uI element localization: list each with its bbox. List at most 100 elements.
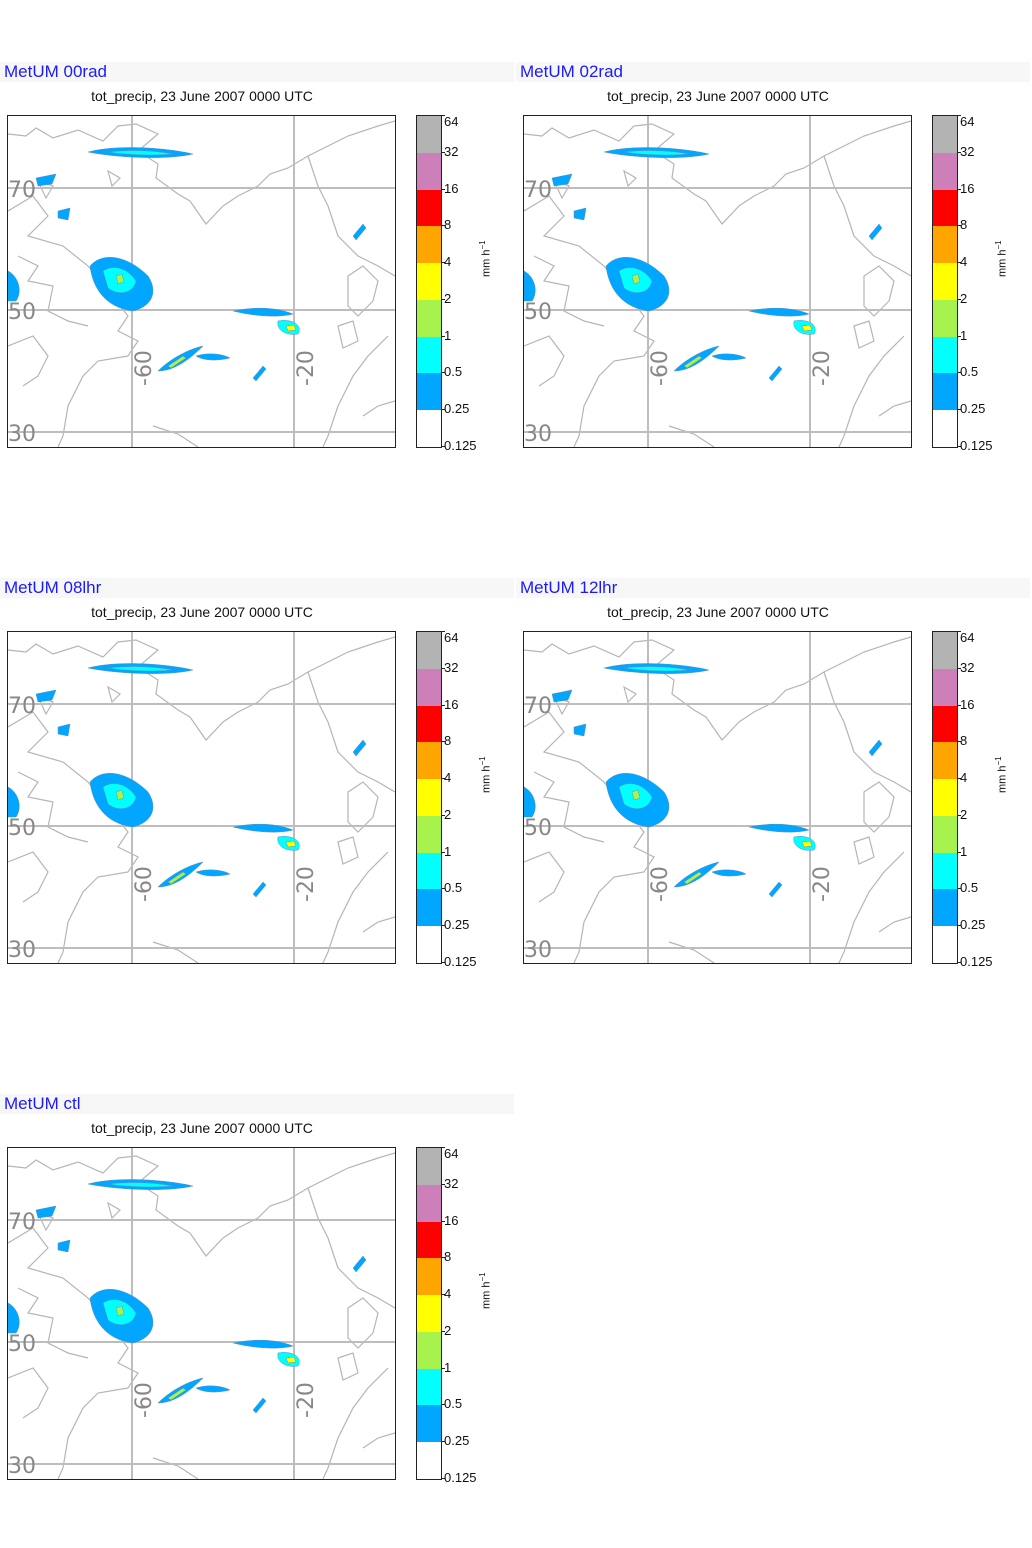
precip-area bbox=[115, 1305, 125, 1317]
lon-label-minus20: -20 bbox=[294, 866, 319, 902]
units-label: mm h−1 bbox=[994, 756, 1009, 793]
coastline-segment bbox=[8, 1367, 49, 1419]
colorbar-segment bbox=[933, 742, 957, 780]
precip-area bbox=[748, 307, 810, 317]
coastline-segment bbox=[878, 916, 911, 933]
map-panel-2: MetUM 02rad tot_precip, 23 June 2007 000… bbox=[516, 62, 1030, 482]
colorbar-segment bbox=[933, 815, 957, 854]
colorbar-tickmark bbox=[441, 962, 445, 963]
lat-label-70: 70 bbox=[524, 694, 552, 719]
coastline-segment bbox=[853, 836, 875, 865]
colorbar-segment bbox=[417, 889, 441, 927]
precip-area bbox=[232, 1339, 294, 1349]
map-panel-3: MetUM 08lhr tot_precip, 23 June 2007 000… bbox=[0, 578, 514, 998]
colorbar-tickmark bbox=[957, 446, 961, 447]
coastline-segment bbox=[347, 1297, 379, 1349]
precip-area bbox=[683, 355, 703, 369]
colorbar-segment bbox=[417, 1258, 441, 1296]
colorbar-tick-label: 4 bbox=[444, 770, 452, 786]
colorbar-tick-label: 0.25 bbox=[444, 917, 470, 933]
precip-area bbox=[524, 270, 536, 302]
colorbar-segment bbox=[417, 263, 441, 301]
lat-label-30: 30 bbox=[8, 938, 36, 963]
precip-area bbox=[252, 365, 267, 382]
colorbar-tick-label: 4 bbox=[960, 770, 968, 786]
precip-area bbox=[57, 723, 71, 737]
map-panel-5: MetUM ctl tot_precip, 23 June 2007 0000 … bbox=[0, 1094, 514, 1514]
lat-label-70: 70 bbox=[8, 1210, 36, 1235]
colorbar-tick-label: 0.125 bbox=[444, 438, 477, 453]
colorbar-tick-label: 0.25 bbox=[960, 917, 986, 933]
colorbar-tickmark bbox=[441, 446, 445, 447]
panel-title: MetUM 02rad bbox=[516, 62, 1030, 82]
panel-title: MetUM 12lhr bbox=[516, 578, 1030, 598]
lat-label-70: 70 bbox=[8, 694, 36, 719]
colorbar-tickmark bbox=[957, 631, 961, 632]
colorbar-tick-label: 32 bbox=[444, 659, 459, 675]
precip-area bbox=[8, 786, 20, 818]
coastline-segment bbox=[838, 335, 905, 447]
colorbar-segment bbox=[933, 410, 957, 448]
graticule bbox=[8, 632, 395, 963]
colorbar-tickmark bbox=[441, 188, 445, 190]
map-panel-1: MetUM 00rad tot_precip, 23 June 2007 000… bbox=[0, 62, 514, 482]
colorbar-segment bbox=[933, 152, 957, 191]
colorbar-segment bbox=[417, 299, 441, 338]
colorbar-tickmark bbox=[441, 851, 445, 853]
precip-map: 70 50 30 -60 -20 bbox=[7, 631, 396, 964]
precip-area bbox=[768, 365, 783, 382]
coastline-segment bbox=[878, 400, 911, 417]
colorbar-tick-label: 32 bbox=[960, 143, 975, 159]
colorbar-tickmark bbox=[957, 814, 961, 816]
graticule bbox=[8, 1148, 395, 1479]
precip-area bbox=[232, 307, 294, 317]
colorbar-segment bbox=[933, 373, 957, 411]
colorbar-tick-label: 8 bbox=[444, 217, 452, 233]
coastline-segment bbox=[823, 671, 911, 793]
colorbar-tick-label: 0.5 bbox=[444, 1396, 463, 1412]
colorbar-segment bbox=[933, 299, 957, 338]
colorbar-tick-label: 4 bbox=[960, 254, 968, 270]
colorbar-tickmark bbox=[957, 335, 961, 337]
coastline-segment bbox=[863, 781, 895, 833]
colorbar-segment bbox=[933, 226, 957, 264]
coastline bbox=[8, 1152, 395, 1479]
precipitation-field bbox=[524, 147, 883, 382]
colorbar bbox=[932, 115, 958, 448]
coastline-segment bbox=[524, 195, 655, 447]
colorbar-tickmark bbox=[441, 262, 445, 264]
panel-subtitle: tot_precip, 23 June 2007 0000 UTC bbox=[91, 604, 313, 620]
lat-label-30: 30 bbox=[524, 938, 552, 963]
colorbar-segment bbox=[933, 263, 957, 301]
coastline-segment bbox=[17, 1287, 89, 1359]
colorbar bbox=[416, 631, 442, 964]
precip-area bbox=[711, 353, 747, 361]
precip-area bbox=[748, 823, 810, 833]
lon-label-minus20: -20 bbox=[294, 350, 319, 386]
coastline-segment bbox=[362, 1432, 395, 1449]
colorbar-tick-label: 2 bbox=[444, 806, 452, 822]
colorbar-tick-label: 0.5 bbox=[444, 880, 463, 896]
colorbar-segment bbox=[417, 152, 441, 191]
colorbar-tickmark bbox=[441, 1441, 445, 1443]
colorbar-tick-label: 64 bbox=[444, 1146, 459, 1161]
units-label: mm h−1 bbox=[478, 756, 493, 793]
graticule bbox=[8, 116, 395, 447]
colorbar-tick-label: 2 bbox=[444, 1322, 452, 1338]
coastline-segment bbox=[524, 851, 565, 903]
precip-area bbox=[167, 871, 187, 885]
precip-area bbox=[195, 1385, 231, 1393]
precip-area bbox=[352, 739, 367, 757]
coastline-segment bbox=[623, 685, 637, 704]
lon-label-minus60: -60 bbox=[132, 1382, 157, 1418]
lat-label-30: 30 bbox=[8, 1454, 36, 1479]
colorbar-segment bbox=[417, 668, 441, 707]
precip-area bbox=[868, 739, 883, 757]
colorbar-tick-label: 16 bbox=[444, 1212, 459, 1228]
colorbar-segment bbox=[417, 742, 441, 780]
coastline-segment bbox=[152, 941, 199, 963]
precip-area bbox=[623, 150, 690, 156]
precip-area bbox=[35, 1205, 57, 1219]
precip-area bbox=[35, 689, 57, 703]
colorbar-tickmark bbox=[441, 888, 445, 890]
